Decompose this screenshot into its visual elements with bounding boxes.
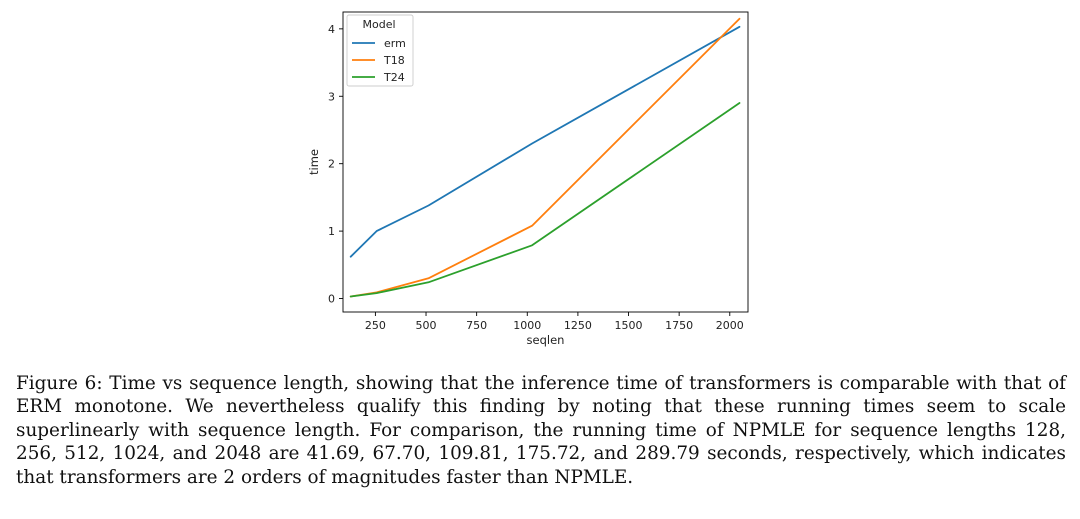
y-axis: 0 1 2 3 4 <box>328 23 343 306</box>
x-tick-label: 500 <box>416 319 437 332</box>
x-tick-label: 750 <box>466 319 487 332</box>
line-chart: 0 1 2 3 4 250 500 750 1000 1250 1500 1750 2000 seql… <box>307 11 749 347</box>
x-tick-label: 1750 <box>665 319 693 332</box>
y-tick-label: 4 <box>328 23 335 36</box>
legend-box <box>346 14 414 87</box>
y-tick-label: 0 <box>328 293 335 306</box>
legend: Model erm T18 T24 <box>346 14 414 87</box>
y-tick-label: 1 <box>328 225 335 238</box>
x-tick-label: 1500 <box>615 319 643 332</box>
x-tick-label: 1000 <box>513 319 541 332</box>
x-axis: 250 500 750 1000 1250 1500 1750 2000 <box>365 312 744 332</box>
legend-label-erm: erm <box>384 37 406 50</box>
legend-title: Model <box>362 18 395 31</box>
y-tick-label: 2 <box>328 158 335 171</box>
series-line-erm <box>349 25 741 258</box>
figure-caption: Figure 6: Time vs sequence length, showi… <box>16 373 1066 488</box>
legend-label-t18: T18 <box>383 54 405 67</box>
series-line-t24 <box>349 102 741 298</box>
x-axis-label: seqlen <box>527 333 565 347</box>
x-tick-label: 250 <box>365 319 386 332</box>
y-tick-label: 3 <box>328 90 335 103</box>
x-tick-label: 1250 <box>564 319 592 332</box>
x-tick-label: 2000 <box>716 319 744 332</box>
legend-label-t24: T24 <box>383 71 405 84</box>
legend-entries: erm T18 T24 <box>352 37 406 84</box>
figure: 0 1 2 3 4 250 500 750 1000 1250 1500 1750 2000 seql… <box>307 11 749 347</box>
series-lines <box>349 17 741 298</box>
y-axis-label: time <box>307 149 321 175</box>
